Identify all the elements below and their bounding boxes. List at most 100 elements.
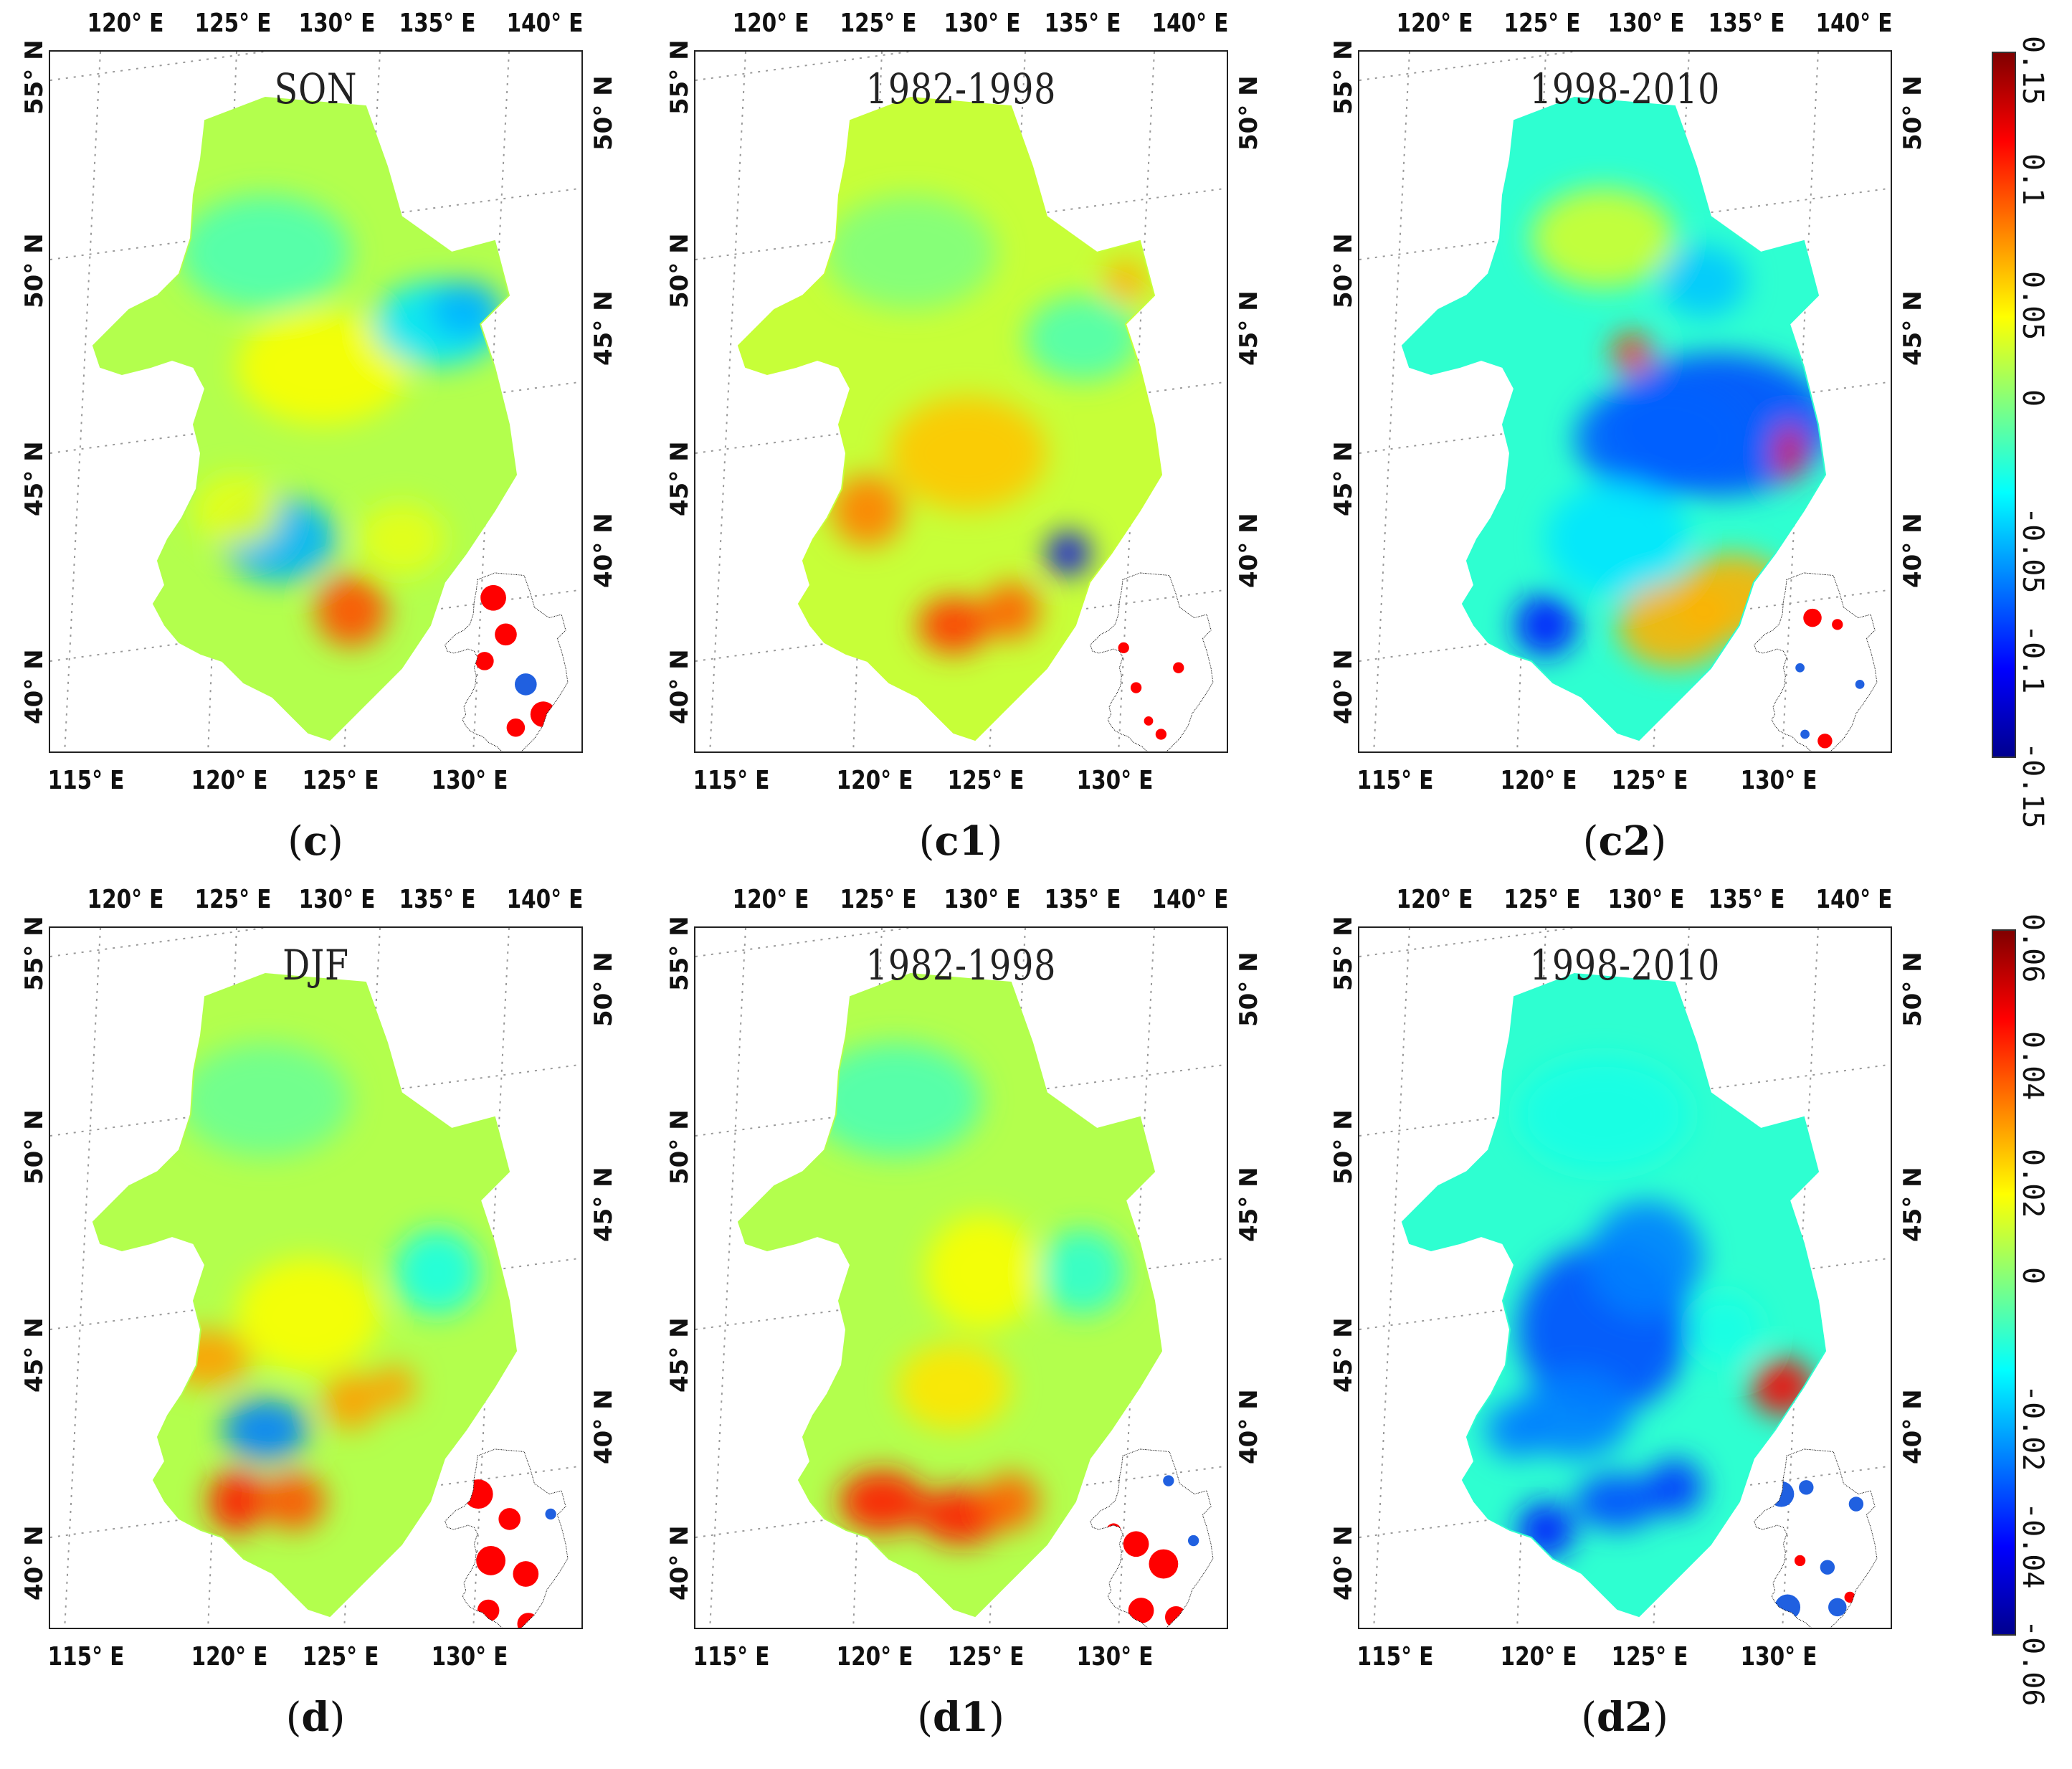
field-blob <box>208 1470 265 1533</box>
region-outline <box>737 96 1163 741</box>
inset-positive-area <box>1123 1531 1149 1557</box>
field-blob <box>982 582 1040 640</box>
colorbar-tick-label: 0.05 <box>2016 271 2049 341</box>
field-blob <box>1689 1294 1761 1365</box>
field-blob <box>1675 554 1790 640</box>
right-tick-label: 40° N <box>589 513 618 588</box>
top-tick-label: 130° E <box>298 885 376 914</box>
caption-d2: (d2) <box>1581 1694 1668 1741</box>
right-tick-label: 45° N <box>1898 290 1927 366</box>
right-tick-label: 45° N <box>1898 1167 1927 1242</box>
map-title: DJF <box>282 941 349 990</box>
inset-negative-area <box>1855 680 1865 689</box>
bottom-tick-label: 125° E <box>302 766 379 795</box>
right-tick-label: 40° N <box>1235 513 1263 588</box>
bottom-tick-label: 130° E <box>1076 1642 1154 1671</box>
inset-positive-area <box>1844 1591 1855 1603</box>
bottom-tick-label: 115° E <box>693 1642 770 1671</box>
top-tick-label: 130° E <box>1607 9 1685 38</box>
top-tick-label: 140° E <box>1151 885 1229 914</box>
field-blob <box>1660 245 1747 317</box>
map-frame: 1998-2010 <box>1358 926 1892 1629</box>
field-blob <box>982 1473 1040 1530</box>
bottom-tick-label: 120° E <box>191 1642 268 1671</box>
field-blob <box>1589 1200 1703 1315</box>
bottom-tick-label: 125° E <box>302 1642 379 1671</box>
inset-positive-area <box>1794 1555 1806 1567</box>
left-tick-label: 40° N <box>1329 649 1358 724</box>
top-tick-label: 130° E <box>944 9 1021 38</box>
inset-positive-area <box>1173 662 1184 673</box>
top-tick-label: 135° E <box>399 9 476 38</box>
map-frame: 1982-1998 <box>694 926 1228 1629</box>
colorbar-tick-label: 0 <box>2016 1266 2049 1284</box>
field-blob <box>323 1372 380 1430</box>
colorbar-tick-label: -0.1 <box>2016 624 2049 694</box>
right-tick-label: 50° N <box>1235 952 1263 1027</box>
inset-negative-area <box>1828 1598 1847 1617</box>
right-tick-label: 45° N <box>1235 1167 1263 1242</box>
significance-inset <box>1754 572 1878 751</box>
caption-c1: (c1) <box>918 817 1003 865</box>
colorbar-c <box>1992 52 2016 758</box>
graticule-line <box>64 928 101 1628</box>
map-title: 1998-2010 <box>1529 65 1721 113</box>
field-blob <box>315 575 387 647</box>
region-field <box>92 96 518 741</box>
field-blob <box>1531 188 1675 288</box>
panel-d2: 1998-2010 120° E 125° E 130° E 135° E 140° E 1… <box>1309 876 1927 1671</box>
top-tick-label: 140° E <box>506 885 584 914</box>
panel-d: DJF 120° E 125° E 130° E 135° E 140° E 115° E 1… <box>0 876 618 1671</box>
bottom-tick-label: 130° E <box>1740 1642 1817 1671</box>
field-blob <box>1574 381 1747 496</box>
colorbar-tick-label: -0.15 <box>2016 742 2049 829</box>
graticule-line <box>1373 928 1410 1628</box>
inset-negative-area <box>515 673 537 696</box>
bottom-tick-label: 115° E <box>47 1642 125 1671</box>
inset-negative-area <box>1820 1560 1835 1575</box>
right-tick-label: 50° N <box>1235 75 1263 151</box>
right-tick-label: 50° N <box>1898 952 1927 1027</box>
right-tick-label: 40° N <box>1898 513 1927 588</box>
map-canvas <box>695 928 1227 1628</box>
field-blob <box>179 1043 351 1157</box>
right-tick-label: 50° N <box>589 952 618 1027</box>
top-tick-label: 140° E <box>1151 9 1229 38</box>
field-blob <box>1040 1229 1126 1315</box>
bottom-tick-label: 115° E <box>1356 1642 1434 1671</box>
panel-c2: 1998-2010 120° E 125° E 130° E 135° E 140° E 1… <box>1309 0 1927 795</box>
inset-positive-area <box>513 1561 539 1587</box>
bottom-tick-label: 115° E <box>693 766 770 795</box>
field-blob <box>1612 333 1652 373</box>
field-blob <box>194 475 280 546</box>
colorbar-tick-label: 0.1 <box>2016 153 2049 206</box>
top-tick-label: 125° E <box>840 885 917 914</box>
left-tick-label: 40° N <box>20 1525 49 1600</box>
right-tick-label: 45° N <box>1235 290 1263 366</box>
inset-positive-area <box>1817 734 1833 749</box>
bottom-tick-label: 125° E <box>1611 766 1688 795</box>
top-tick-label: 130° E <box>298 9 376 38</box>
right-tick-label: 45° N <box>589 290 618 366</box>
top-tick-label: 135° E <box>399 885 476 914</box>
top-tick-label: 120° E <box>1396 885 1473 914</box>
bottom-tick-label: 130° E <box>1076 766 1154 795</box>
left-tick-label: 55° N <box>1329 39 1358 115</box>
inset-negative-area <box>1800 729 1810 739</box>
top-tick-label: 140° E <box>1815 885 1893 914</box>
map-canvas <box>1359 52 1891 751</box>
field-blob <box>165 1329 251 1387</box>
inset-positive-area <box>463 1479 493 1509</box>
top-tick-label: 130° E <box>1607 885 1685 914</box>
top-tick-label: 140° E <box>1815 9 1893 38</box>
left-tick-label: 45° N <box>665 1317 694 1393</box>
inset-negative-area <box>1848 1497 1864 1512</box>
inset-positive-area <box>1164 1606 1187 1628</box>
colorbar-tick-label: 0 <box>2016 389 2049 407</box>
top-tick-label: 135° E <box>1044 9 1121 38</box>
right-tick-label: 50° N <box>589 75 618 151</box>
left-tick-label: 45° N <box>1329 1317 1358 1393</box>
inset-outline <box>1754 572 1878 751</box>
left-tick-label: 50° N <box>20 1109 49 1185</box>
left-tick-label: 40° N <box>20 649 49 724</box>
